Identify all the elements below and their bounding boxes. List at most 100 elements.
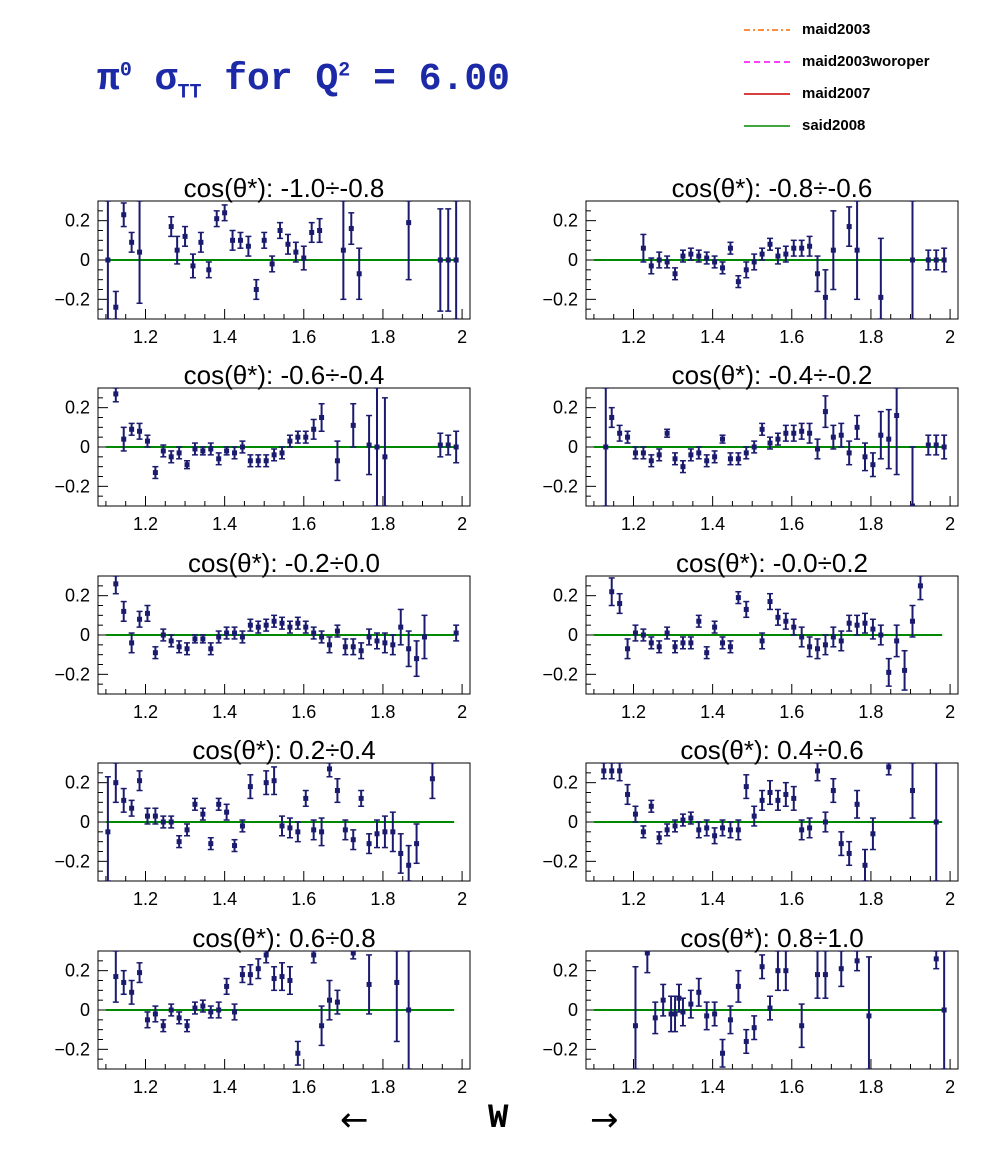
x-tick-label: 1.8 <box>858 702 883 722</box>
data-point <box>334 458 340 464</box>
data-point <box>113 391 119 397</box>
data-point <box>160 819 166 825</box>
data-point <box>830 788 836 794</box>
legend-label: maid2003 <box>802 21 871 38</box>
data-point <box>735 595 741 601</box>
data-point <box>838 966 844 972</box>
data-point <box>822 294 828 300</box>
data-point <box>917 583 923 589</box>
data-point <box>775 968 781 974</box>
data-point <box>767 241 773 247</box>
data-point <box>632 1023 638 1029</box>
x-tick-label: 1.4 <box>212 514 237 534</box>
data-point <box>933 257 939 263</box>
data-point <box>303 795 309 801</box>
data-point <box>121 979 127 985</box>
legend-line-icon <box>744 93 790 95</box>
data-point <box>712 1011 718 1017</box>
data-point <box>263 622 269 628</box>
data-point <box>712 624 718 630</box>
data-point <box>168 224 174 230</box>
data-point <box>720 436 726 442</box>
panel-7: cos(θ*): 0.4÷0.6 1.2 1.4 1.6 1.8 2 −0.2 0 0.2 <box>542 735 959 909</box>
x-tick-label: 1.6 <box>291 889 316 909</box>
x-tick-label: 1.6 <box>779 327 804 347</box>
data-point <box>751 444 757 450</box>
data-point <box>759 251 765 257</box>
data-point <box>799 1023 805 1029</box>
data-point <box>168 454 174 460</box>
data-point <box>184 1023 190 1029</box>
data-point <box>342 644 348 650</box>
data-point <box>854 801 860 807</box>
data-point <box>660 997 666 1003</box>
data-point <box>263 780 269 786</box>
data-point <box>767 790 773 795</box>
data-point <box>247 784 253 790</box>
data-point <box>822 409 828 415</box>
data-point <box>743 267 749 273</box>
panel-title: cos(θ*): 0.2÷0.4 <box>192 735 375 765</box>
x-tick-label: 1.2 <box>621 702 646 722</box>
data-point <box>672 271 678 277</box>
x-tick-label: 1.2 <box>133 889 158 909</box>
panel-0: cos(θ*): -1.0÷-0.8 1.2 1.4 1.6 1.8 2 −0.2 0 0.2 <box>54 173 471 347</box>
data-point <box>208 1009 214 1015</box>
legend-line-icon <box>744 61 790 63</box>
data-point <box>688 251 694 257</box>
data-point <box>720 1050 726 1056</box>
data-point <box>208 446 214 452</box>
data-point <box>160 448 166 454</box>
data-point <box>319 1023 325 1029</box>
x-tick-label: 1.6 <box>291 327 316 347</box>
data-point <box>152 650 158 656</box>
data-point <box>261 237 267 243</box>
data-point <box>870 831 876 837</box>
data-point <box>807 644 813 650</box>
data-point <box>680 464 686 470</box>
data-point <box>680 640 686 646</box>
data-point <box>712 259 718 265</box>
x-tick-label: 2 <box>945 514 955 534</box>
x-tick-label: 2 <box>457 889 467 909</box>
data-point <box>862 454 868 460</box>
data-point <box>224 809 230 815</box>
data-point <box>247 972 253 978</box>
data-point <box>680 253 686 259</box>
data-point <box>720 265 726 271</box>
x-tick-label: 2 <box>945 889 955 909</box>
data-point <box>390 829 396 835</box>
x-tick-label: 2 <box>457 702 467 722</box>
panel-title: cos(θ*): -0.0÷0.2 <box>676 548 868 578</box>
data-point <box>327 766 333 772</box>
data-point <box>144 610 150 616</box>
data-point <box>168 1007 174 1013</box>
data-point <box>350 951 356 956</box>
panel-title: cos(θ*): -0.8÷-0.6 <box>672 173 873 203</box>
data-point <box>878 432 884 438</box>
x-variable: W <box>488 1100 509 1138</box>
x-tick-label: 1.4 <box>212 889 237 909</box>
data-point <box>909 257 915 263</box>
panel-title: cos(θ*): -1.0÷-0.8 <box>184 173 385 203</box>
x-tick-label: 1.4 <box>212 702 237 722</box>
y-tick-label: 0 <box>568 437 578 457</box>
data-point <box>269 261 275 267</box>
data-point <box>239 634 245 640</box>
data-point <box>815 972 821 978</box>
data-point <box>176 1015 182 1021</box>
data-point <box>192 801 198 807</box>
data-point <box>421 634 427 640</box>
data-point <box>704 255 710 261</box>
x-tick-label: 1.8 <box>370 1077 395 1097</box>
data-point <box>152 470 158 476</box>
panel-title: cos(θ*): 0.6÷0.8 <box>192 923 375 953</box>
data-point <box>838 841 844 847</box>
data-point <box>652 1015 658 1021</box>
data-point <box>414 841 420 847</box>
data-point <box>295 1050 301 1056</box>
data-point <box>390 642 396 648</box>
panel-plot-area <box>593 576 943 691</box>
data-point <box>374 638 380 644</box>
data-point <box>751 813 757 819</box>
